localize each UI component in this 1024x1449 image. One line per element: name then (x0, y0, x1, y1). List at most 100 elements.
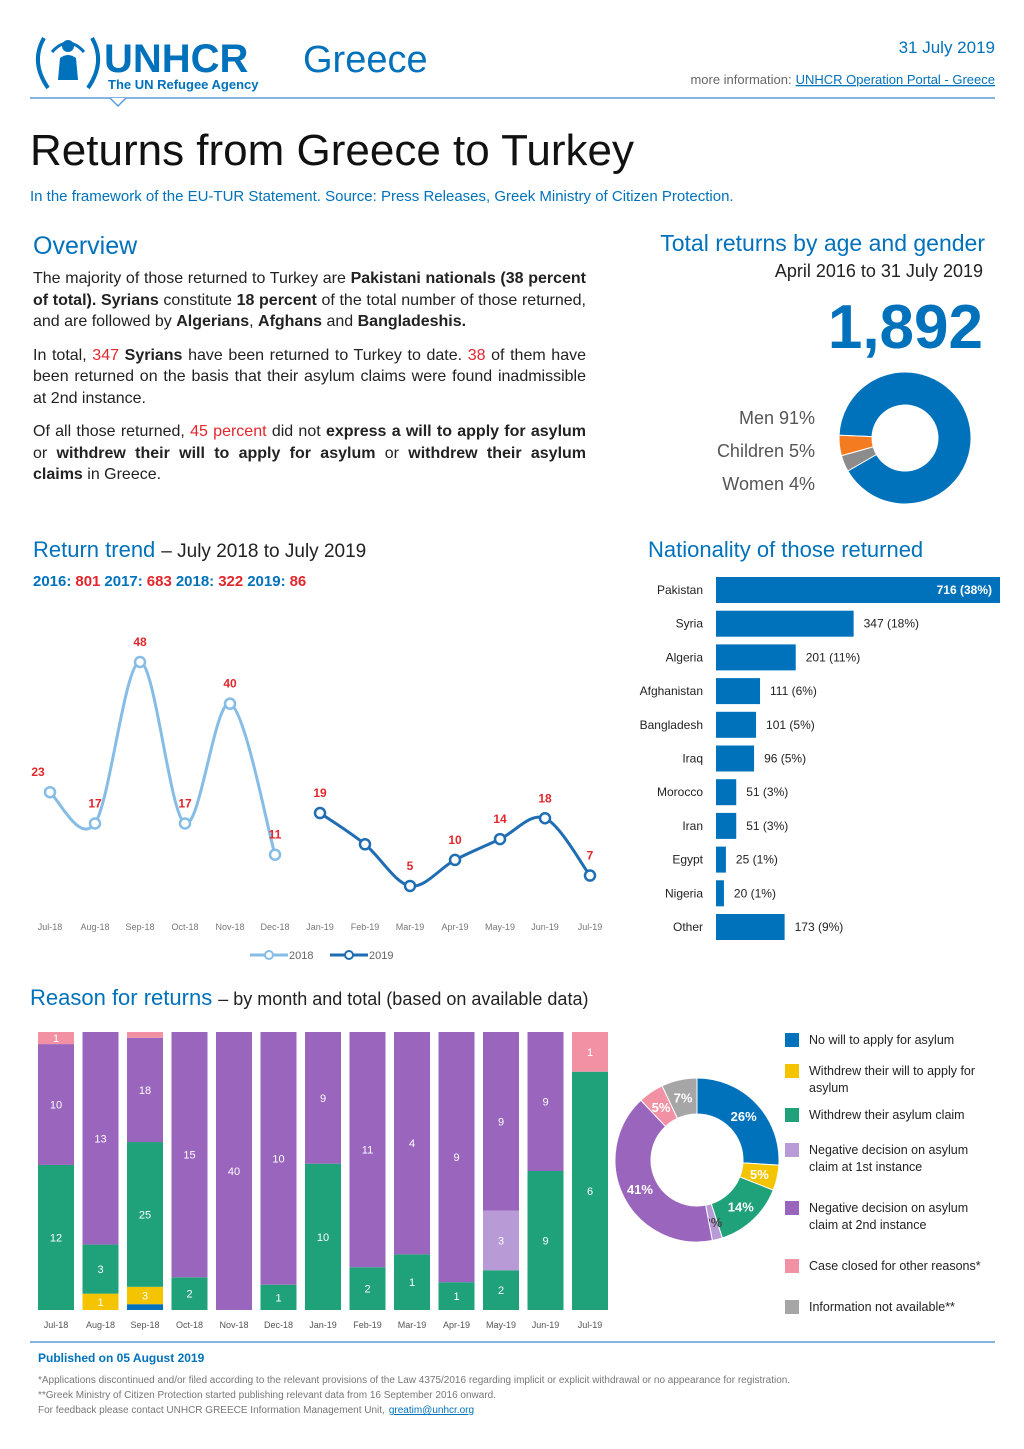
value-label: 716 (38%) (937, 583, 992, 597)
value-label: 347 (18%) (864, 617, 919, 631)
value-label: 41% (627, 1182, 653, 1197)
pie-label: Children 5% (717, 441, 815, 461)
x-tick-label: Mar-19 (398, 1320, 427, 1330)
x-tick-label: Jul-19 (578, 1320, 603, 1330)
section-heading: Overview (33, 232, 138, 260)
point (493, 832, 507, 846)
point (538, 812, 552, 825)
value-label: 2 (186, 1289, 192, 1301)
bar-segment (349, 1267, 386, 1310)
bar-segment (260, 1284, 297, 1310)
point (403, 879, 417, 893)
more-info-label: more information: (690, 72, 791, 87)
value-label: 5% (789, 441, 815, 461)
text-run: , (249, 313, 259, 330)
x-tick-label: Feb-19 (351, 922, 380, 932)
contact: For feedback please contact UNHCR GREECE… (38, 1405, 474, 1416)
heading-note: – July 2018 to July 2019 (161, 541, 366, 562)
value-label: 2 (498, 1285, 504, 1297)
x-tick-label: Nov-18 (219, 1320, 248, 1330)
text-run: The majority of those returned to Turkey… (33, 270, 351, 287)
point (133, 655, 147, 669)
value-label: 18 (538, 791, 552, 805)
value-label: 14 (493, 812, 507, 826)
text-run: Syrians (124, 346, 183, 364)
legend-label: No will to apply for asylum (809, 1033, 955, 1047)
bar-segment (483, 1270, 519, 1310)
heading-main: Return trend (33, 537, 155, 562)
value-label: 14% (728, 1200, 754, 1215)
bar-segment (82, 1032, 119, 1245)
value-label: 12 (50, 1232, 62, 1244)
published: Published on 05 August 2019 (38, 1351, 205, 1365)
bar-segment (216, 1032, 252, 1310)
legend-marker (264, 950, 274, 960)
text-run: withdrew their asylum claims (33, 444, 587, 484)
point (583, 869, 597, 882)
legend-swatch (785, 1300, 799, 1314)
value-label: 96 (5%) (764, 752, 806, 766)
portal-link[interactable]: UNHCR Operation Portal - Greece (796, 72, 995, 87)
total-returns: 1,892 (828, 293, 983, 362)
email-link[interactable]: greatim@unhcr.org (389, 1405, 474, 1416)
x-tick-label: Oct-18 (176, 1320, 203, 1330)
bar-segment (483, 1032, 519, 1211)
text-run: withdrew their will to apply for asylum (56, 444, 376, 462)
legend-item: Information not available** (785, 1299, 1000, 1316)
text-run: express a will to apply for asylum (325, 423, 587, 440)
legend-label: Withdrew their asylum claim (809, 1108, 965, 1122)
bar-segment (38, 1032, 74, 1045)
paragraph: Of all those returned, 45 percent did no… (33, 421, 586, 486)
x-tick-label: Sep-18 (130, 1320, 159, 1330)
value-label: 5% (750, 1167, 769, 1182)
value-label: 1 (587, 1047, 593, 1059)
year-total: 683 (147, 573, 172, 590)
org-name: UNHCR (104, 37, 249, 81)
text-run: Of all those returned, (33, 423, 191, 440)
value-label: 9 (498, 1116, 504, 1128)
bar-segment (305, 1163, 341, 1310)
x-tick-label: Aug-18 (86, 1320, 115, 1330)
x-tick-label: Jun-19 (532, 1320, 560, 1330)
x-tick-label: Mar-19 (396, 922, 425, 932)
bar-segment (82, 1293, 119, 1310)
value-label: 7% (674, 1091, 693, 1106)
legend-swatch (785, 1033, 799, 1047)
bar-segment (394, 1032, 430, 1255)
bar-segment (438, 1282, 475, 1310)
period: April 2016 to 31 July 2019 (775, 261, 983, 281)
point (43, 785, 57, 799)
x-tick-label: Jul-18 (44, 1320, 69, 1330)
bar-segment (527, 1171, 564, 1310)
bar-segment (438, 1032, 475, 1283)
bar-segment (127, 1142, 163, 1287)
x-tick-label: Dec-18 (260, 922, 289, 932)
value-label: 101 (5%) (766, 718, 815, 732)
value-label: 51 (3%) (746, 785, 788, 799)
value-label: 1 (53, 1033, 59, 1045)
year-label: 2017: (104, 573, 142, 590)
bar (716, 610, 854, 637)
value-label: 7 (587, 849, 594, 863)
text-run: 45 percent (190, 423, 267, 440)
heading-main: Reason for returns (30, 985, 212, 1010)
pie-slice (840, 446, 878, 472)
logo (36, 36, 100, 90)
legend-label: 2018 (289, 950, 313, 962)
value-label: 5% (652, 1100, 671, 1115)
bar-segment (483, 1210, 519, 1271)
value-label: 17 (178, 796, 192, 810)
value-label: 10 (272, 1153, 284, 1165)
bar (716, 812, 737, 839)
category-label: Bangladesh (640, 718, 703, 732)
text-run: Bangladeshis. (357, 313, 467, 330)
value-label: 48 (133, 635, 147, 649)
text-run: 38 (467, 346, 486, 364)
bar (716, 644, 796, 671)
text-run: in Greece. (82, 466, 162, 483)
category-label: Pakistan (657, 583, 703, 597)
x-tick-label: Apr-19 (441, 922, 468, 932)
legend-label: Negative decision on asylum claim at 1st… (809, 1143, 969, 1174)
